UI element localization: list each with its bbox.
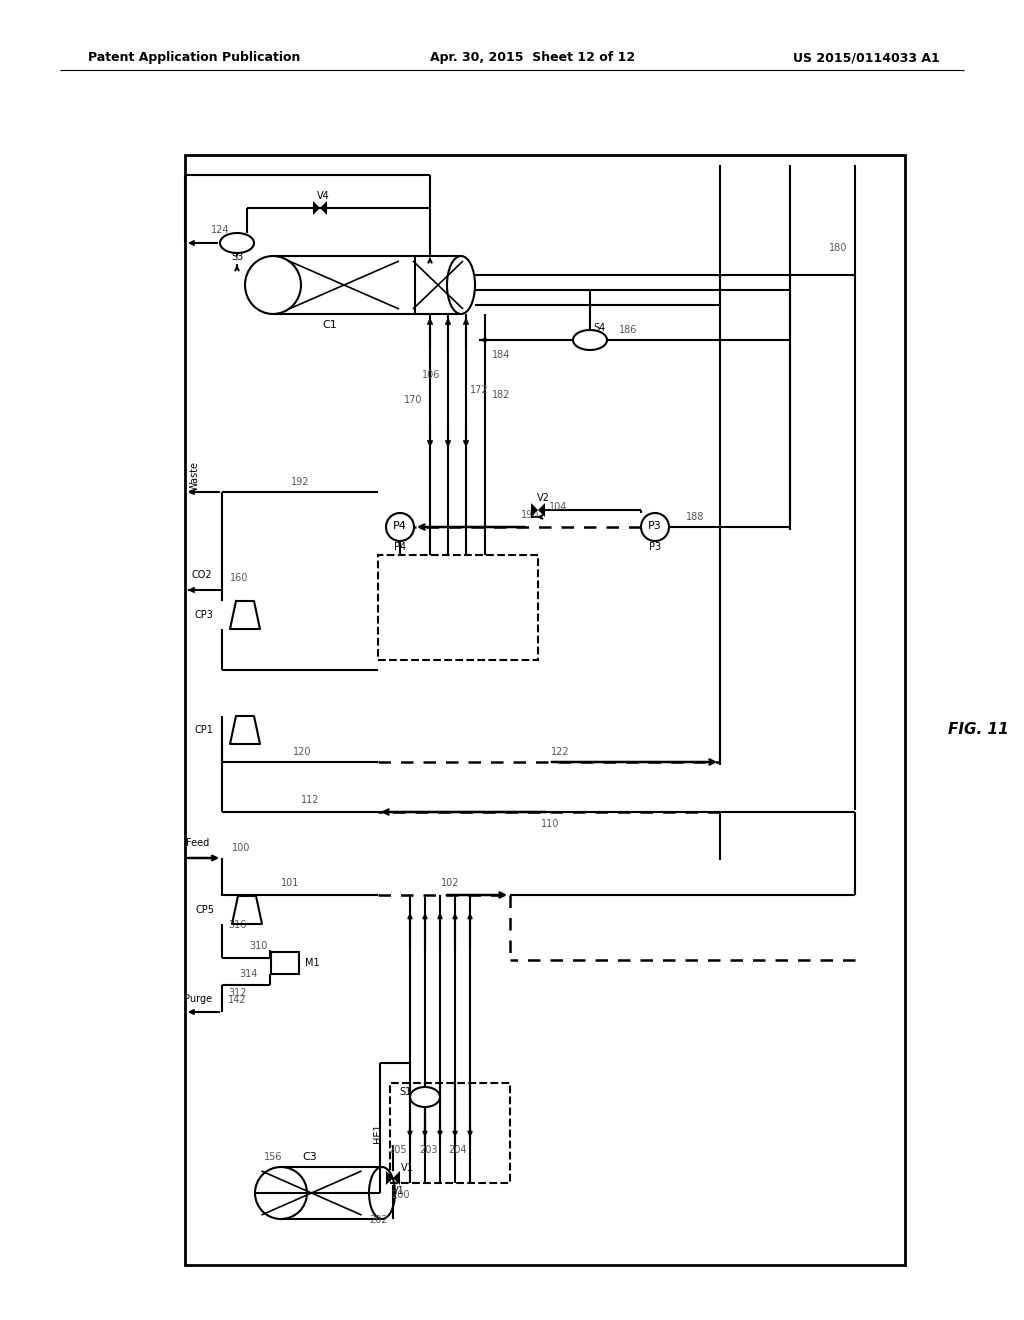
Text: P4: P4 [394,543,407,552]
Ellipse shape [447,256,475,314]
Text: 190: 190 [521,510,540,520]
Text: P3: P3 [648,521,662,531]
Text: 182: 182 [492,389,511,400]
Text: US 2015/0114033 A1: US 2015/0114033 A1 [794,51,940,65]
Text: M1: M1 [305,958,319,968]
Ellipse shape [573,330,607,350]
Bar [281,1167,382,1218]
Text: 200: 200 [391,1191,410,1200]
Text: 160: 160 [230,573,249,583]
Text: 184: 184 [492,350,510,360]
Text: 102: 102 [440,878,459,888]
Text: P4: P4 [393,521,407,531]
Circle shape [641,513,669,541]
Text: 312: 312 [228,987,247,998]
Text: CO2: CO2 [191,570,212,579]
Text: 202: 202 [370,1214,388,1225]
Text: 122: 122 [551,747,569,756]
Text: V2: V2 [537,492,550,503]
Ellipse shape [255,1167,307,1218]
Text: Feed: Feed [186,838,210,847]
Bar [273,256,461,314]
Text: 101: 101 [281,878,299,888]
Text: 203: 203 [419,1144,437,1155]
Text: Waste: Waste [190,461,200,491]
Text: 100: 100 [232,843,251,853]
Text: S3: S3 [230,252,243,261]
Polygon shape [319,201,327,215]
Polygon shape [230,715,260,744]
Polygon shape [313,201,319,215]
Text: Apr. 30, 2015  Sheet 12 of 12: Apr. 30, 2015 Sheet 12 of 12 [430,51,635,65]
Bar [390,1082,510,1183]
Text: 110: 110 [541,818,559,829]
Polygon shape [538,503,545,517]
Text: 204: 204 [449,1144,467,1155]
Text: 192: 192 [291,477,309,487]
Text: 186: 186 [618,325,637,335]
Text: 156: 156 [264,1152,283,1162]
Text: C3: C3 [303,1152,317,1162]
Bar [185,154,905,1265]
Bar [271,952,299,974]
Text: 124: 124 [211,224,229,235]
Text: 310: 310 [249,941,267,950]
Ellipse shape [369,1167,395,1218]
Text: 314: 314 [239,969,257,979]
Text: CP1: CP1 [195,725,213,735]
Polygon shape [531,503,538,517]
Text: 188: 188 [686,512,705,521]
Text: C1: C1 [323,319,337,330]
Text: 112: 112 [301,795,319,805]
Text: 180: 180 [828,243,847,253]
Text: V4: V4 [316,191,330,201]
Text: 316: 316 [228,920,247,931]
Polygon shape [230,601,260,630]
Ellipse shape [220,234,254,253]
Ellipse shape [410,1086,440,1107]
Circle shape [386,513,414,541]
Polygon shape [386,1171,393,1185]
Text: 142: 142 [228,995,247,1005]
Polygon shape [232,896,262,924]
Text: V1: V1 [391,1185,404,1196]
Text: HE1: HE1 [373,1123,383,1143]
Text: CP3: CP3 [195,610,213,620]
Text: 120: 120 [293,747,311,756]
Text: S1: S1 [399,1086,411,1097]
Text: 172: 172 [470,385,488,395]
Text: P3: P3 [649,543,662,552]
Text: Purge: Purge [184,994,212,1005]
Text: FIG. 11: FIG. 11 [948,722,1009,738]
Text: S4: S4 [594,323,606,333]
Text: Patent Application Publication: Patent Application Publication [88,51,300,65]
Text: 205: 205 [388,1144,407,1155]
Bar [378,554,538,660]
Ellipse shape [245,256,301,314]
Polygon shape [393,1171,400,1185]
Text: 104: 104 [549,502,567,512]
Text: 106: 106 [422,370,440,380]
Text: 170: 170 [403,395,422,405]
Text: CP5: CP5 [196,906,215,915]
Text: V1: V1 [401,1163,414,1173]
